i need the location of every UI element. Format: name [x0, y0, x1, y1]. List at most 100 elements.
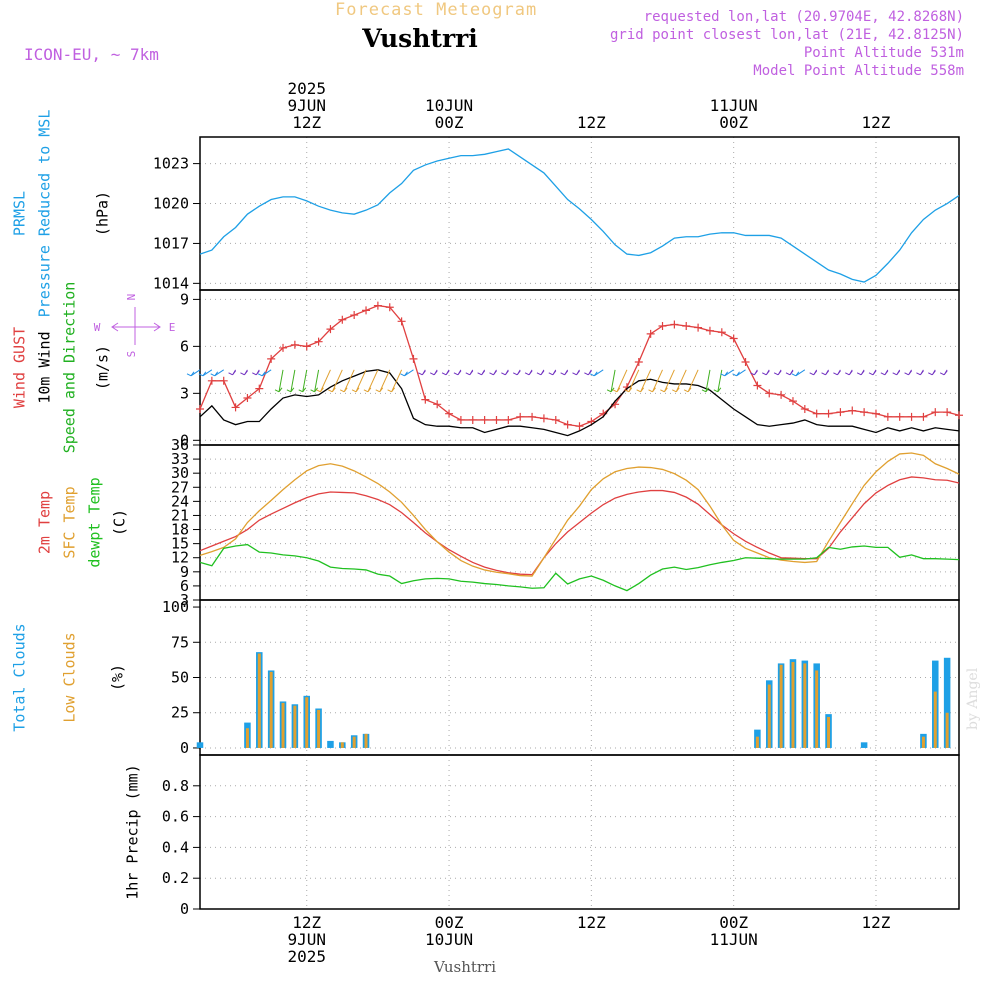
wind-arrow — [310, 369, 320, 393]
axis-label-pressure: Pressure Reduced to MSL — [36, 110, 54, 318]
compass-e: E — [169, 321, 176, 334]
y-tick-label: 30 — [171, 464, 189, 482]
gust-marker — [871, 409, 880, 418]
wind-arrow — [186, 369, 201, 377]
cloud-bar-low-clouds — [827, 716, 831, 748]
axis-label-wind: 10m Wind — [36, 331, 54, 403]
compass-n: N — [125, 294, 138, 301]
cloud-bar-low-clouds — [767, 684, 771, 748]
gust-marker — [860, 408, 869, 417]
gust-marker — [646, 329, 655, 338]
y-tick-label: 1017 — [153, 234, 189, 252]
gust-marker — [729, 334, 738, 343]
wind-arrow — [418, 369, 426, 376]
gust-marker — [302, 342, 311, 351]
top-time-label: 12Z — [862, 113, 891, 132]
gust-marker — [290, 340, 299, 349]
bottom-time-label: 9JUN — [287, 930, 326, 949]
cloud-bar-low-clouds — [257, 653, 261, 748]
cloud-bar-low-clouds — [755, 736, 759, 748]
cloud-bar-total-clouds — [860, 742, 868, 748]
cloud-bar-total-clouds — [196, 742, 204, 748]
y-tick-label: 0.4 — [162, 838, 189, 856]
gust-marker — [931, 408, 940, 417]
wind-arrow — [252, 369, 260, 376]
y-tick-label: 27 — [171, 478, 189, 496]
wind-arrow — [833, 369, 841, 376]
axis-label-wind: Wind GUST — [11, 327, 29, 408]
gust-marker — [551, 415, 560, 424]
wind-arrow — [606, 369, 616, 393]
top-time-label: 00Z — [435, 113, 464, 132]
wind-arrow — [453, 369, 462, 376]
top-time-label: 00Z — [719, 113, 748, 132]
wind-arrow — [785, 369, 794, 376]
panel-pressure: 1014 1017 1020 1023 PRMSL Pressure Reduced to… — [11, 110, 960, 318]
gust-marker — [955, 411, 963, 420]
grid-point-coordinates: grid point closest lon,lat (21E, 42.8125… — [609, 27, 964, 43]
y-tick-label: 0 — [180, 431, 189, 449]
unit-label-temperature: (C) — [111, 509, 129, 536]
wind-arrow — [939, 369, 948, 376]
gust-marker — [350, 311, 359, 320]
compass-s: S — [125, 351, 138, 358]
wind-arrow — [856, 369, 865, 376]
gust-marker — [741, 358, 750, 367]
wind-arrow — [298, 369, 308, 393]
unit-label-wind: (m/s) — [94, 345, 112, 390]
gust-marker — [480, 415, 489, 424]
bottom-time-label: 00Z — [719, 913, 748, 932]
gust-marker — [682, 322, 691, 331]
wind-arrow — [465, 369, 474, 376]
gust-marker — [528, 412, 537, 421]
gust-marker — [907, 412, 916, 421]
axis-label-pressure: PRMSL — [11, 191, 29, 236]
wind-arrow — [701, 369, 711, 393]
cloud-bar-low-clouds — [269, 671, 273, 748]
wind-arrow — [868, 369, 877, 376]
wind-arrow — [228, 369, 237, 376]
gust-marker — [456, 415, 465, 424]
wind-arrow — [477, 369, 486, 376]
gust-marker — [219, 376, 228, 385]
footer-location: Vushtrri — [433, 958, 497, 976]
compass-w: W — [94, 321, 101, 334]
y-tick-label: 12 — [171, 549, 189, 567]
gust-marker — [421, 395, 430, 404]
unit-label-precip: 1hr Precip (mm) — [124, 764, 142, 899]
requested-coordinates: requested lon,lat (20.9704E, 42.8268N) — [643, 9, 964, 25]
wind-arrow — [536, 369, 545, 376]
cloud-bar-low-clouds — [281, 702, 285, 748]
y-tick-label: 1014 — [153, 274, 189, 292]
cloud-bar-low-clouds — [305, 697, 309, 748]
axis-label-temperature: dewpt Temp — [86, 477, 104, 567]
top-time-label: 9JUN — [287, 96, 326, 115]
wind-arrow — [274, 369, 284, 393]
axis-label-clouds: Total Clouds — [11, 623, 29, 731]
model-name: ICON-EU, ~ 7km — [24, 45, 159, 64]
cloud-bar-total-clouds — [943, 657, 951, 748]
gust-marker — [694, 323, 703, 332]
axis-label-temperature: SFC Temp — [61, 486, 79, 558]
gust-marker — [883, 412, 892, 421]
wind-arrow — [560, 369, 569, 376]
y-tick-label: 0.2 — [162, 869, 189, 887]
wind-arrow — [328, 369, 343, 393]
y-tick-label: 0 — [180, 900, 189, 918]
series-line-dewpt-temp — [199, 543, 960, 592]
axis-label-temperature: 2m Temp — [36, 491, 54, 554]
series-line-wind-gust — [199, 304, 960, 427]
gust-marker — [824, 409, 833, 418]
wind-arrow — [512, 369, 521, 376]
cloud-bar-low-clouds — [317, 709, 321, 748]
y-tick-label: 6 — [180, 577, 189, 595]
series-line-2m-temp — [199, 476, 960, 576]
bottom-time-label: 00Z — [435, 913, 464, 932]
cloud-bar-low-clouds — [293, 705, 297, 748]
wind-arrow — [916, 369, 924, 376]
gust-marker — [409, 354, 418, 363]
gust-marker — [788, 397, 797, 406]
wind-arrow — [363, 369, 379, 393]
cloud-bar-low-clouds — [364, 733, 368, 748]
cloud-bar-low-clouds — [815, 670, 819, 748]
